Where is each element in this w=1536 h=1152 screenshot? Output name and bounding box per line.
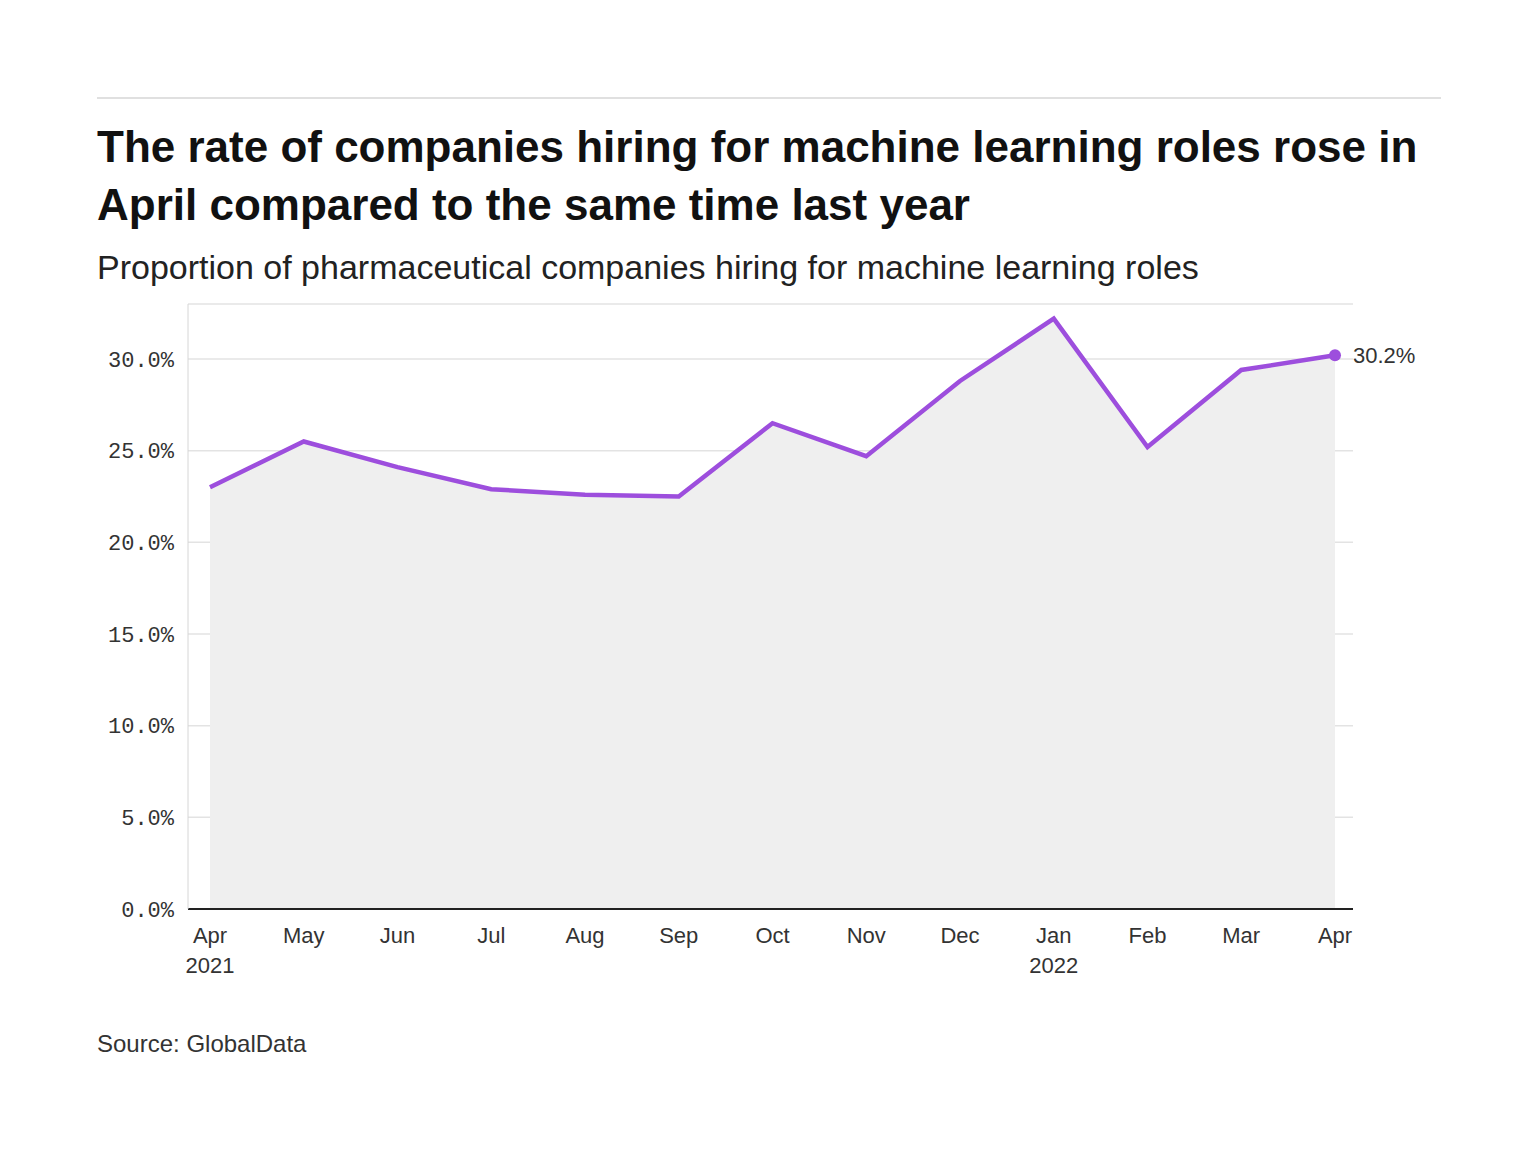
- svg-text:20.0%: 20.0%: [108, 532, 175, 557]
- svg-text:Apr2021: Apr2021: [186, 923, 235, 978]
- svg-text:10.0%: 10.0%: [108, 715, 175, 740]
- html-text:The rate of companies hiring f: The rate of companies hiring for machine…: [97, 122, 1418, 229]
- svg-text:Mar: Mar: [1222, 923, 1260, 948]
- svg-text:Jan2022: Jan2022: [1029, 923, 1078, 978]
- svg-text:0.0%: 0.0%: [121, 899, 175, 924]
- svg-text:May: May: [283, 923, 325, 948]
- svg-text:Sep: Sep: [659, 923, 698, 948]
- svg-text:Oct: Oct: [755, 923, 789, 948]
- svg-text:30.0%: 30.0%: [108, 349, 175, 374]
- svg-text:Jun: Jun: [380, 923, 415, 948]
- svg-text:Aug: Aug: [565, 923, 604, 948]
- svg-text:Apr: Apr: [1318, 923, 1352, 948]
- svg-text:Feb: Feb: [1129, 923, 1167, 948]
- svg-text:Dec: Dec: [940, 923, 979, 948]
- html-text:Proportion of pharmaceutical c: Proportion of pharmaceutical companies h…: [97, 248, 1199, 286]
- svg-text:Jul: Jul: [477, 923, 505, 948]
- svg-text:25.0%: 25.0%: [108, 440, 175, 465]
- svg-text:Nov: Nov: [847, 923, 886, 948]
- svg-text:5.0%: 5.0%: [121, 807, 175, 832]
- svg-text:15.0%: 15.0%: [108, 624, 175, 649]
- html-text:Source: GlobalData: Source: GlobalData: [97, 1030, 307, 1057]
- svg-text:30.2%: 30.2%: [1353, 343, 1415, 368]
